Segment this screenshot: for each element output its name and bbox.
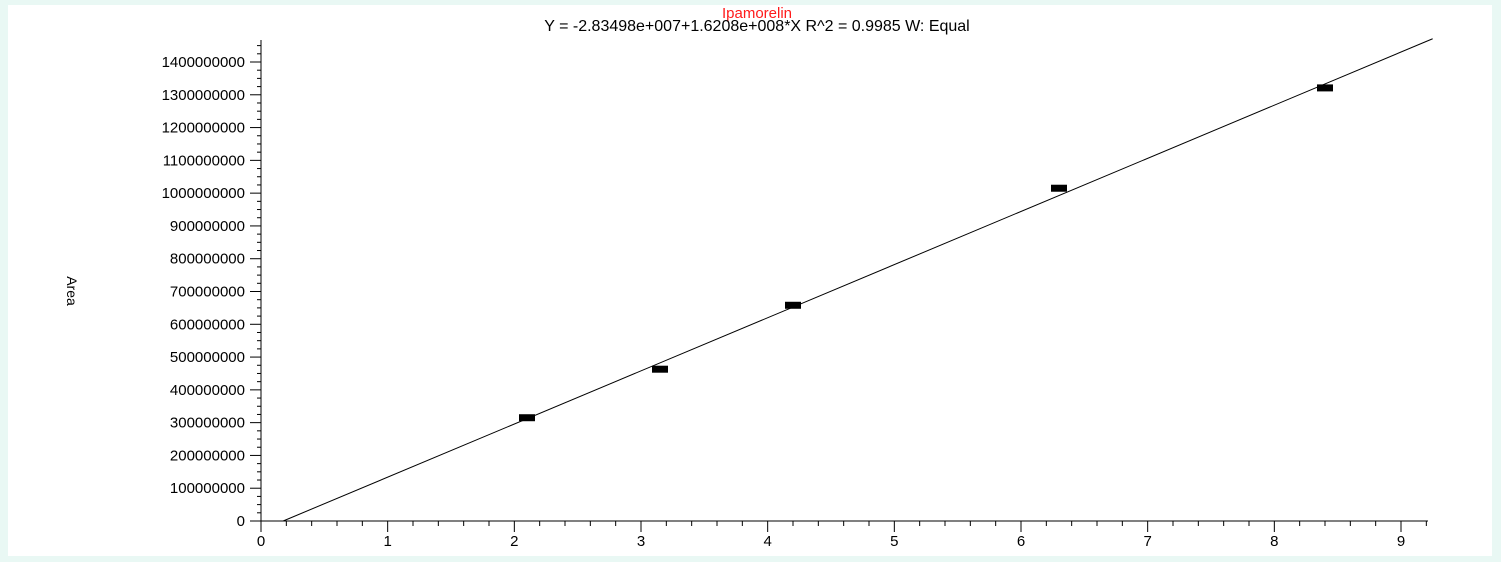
x-tick-label: 3 [637, 533, 645, 550]
regression-equation: Y = -2.83498e+007+1.6208e+008*X R^2 = 0.… [544, 18, 969, 35]
chart-panel: Ipamorelin Y = -2.83498e+007+1.6208e+008… [8, 5, 1492, 556]
x-tick-label: 8 [1270, 533, 1278, 550]
y-tick-label: 1400000000 [162, 54, 245, 71]
x-tick-label: 0 [257, 533, 265, 550]
y-tick-label: 900000000 [170, 218, 245, 235]
fit-line-group [282, 38, 1433, 522]
x-tick-label: 6 [1017, 533, 1025, 550]
regression-line [282, 38, 1433, 522]
y-tick-label: 0 [237, 513, 245, 530]
x-tick-label: 7 [1143, 533, 1151, 550]
x-tick-label: 2 [510, 533, 518, 550]
y-tick-label: 1000000000 [162, 185, 245, 202]
y-tick-label: 1200000000 [162, 120, 245, 137]
y-tick-label: 1100000000 [163, 152, 245, 169]
chart-title: Ipamorelin [722, 5, 792, 22]
y-tick-label: 600000000 [170, 316, 245, 333]
y-tick-label: 400000000 [170, 382, 245, 399]
data-point [519, 414, 535, 422]
data-point [1051, 184, 1067, 192]
x-tick-label: 9 [1397, 533, 1405, 550]
y-tick-label: 200000000 [170, 447, 245, 464]
axes [260, 40, 1428, 522]
y-tick-label: 100000000 [170, 480, 245, 497]
data-point [652, 365, 668, 373]
y-tick-label: 800000000 [170, 251, 245, 268]
x-tick-label: 1 [383, 533, 391, 550]
y-tick-label: 300000000 [170, 415, 245, 432]
ticks: 0 100000000 200000000 300000000 400000000 500… [162, 45, 1427, 550]
x-tick-label: 5 [890, 533, 898, 550]
y-tick-label: 700000000 [170, 284, 245, 301]
y-tick-label: 1300000000 [162, 87, 245, 104]
data-point [785, 301, 801, 309]
data-point [1317, 84, 1333, 92]
x-tick-label: 4 [763, 533, 771, 550]
data-points [519, 84, 1333, 422]
y-axis-label: Area [64, 276, 80, 306]
calibration-chart: Ipamorelin Y = -2.83498e+007+1.6208e+008… [64, 5, 1433, 550]
y-tick-label: 500000000 [170, 349, 245, 366]
